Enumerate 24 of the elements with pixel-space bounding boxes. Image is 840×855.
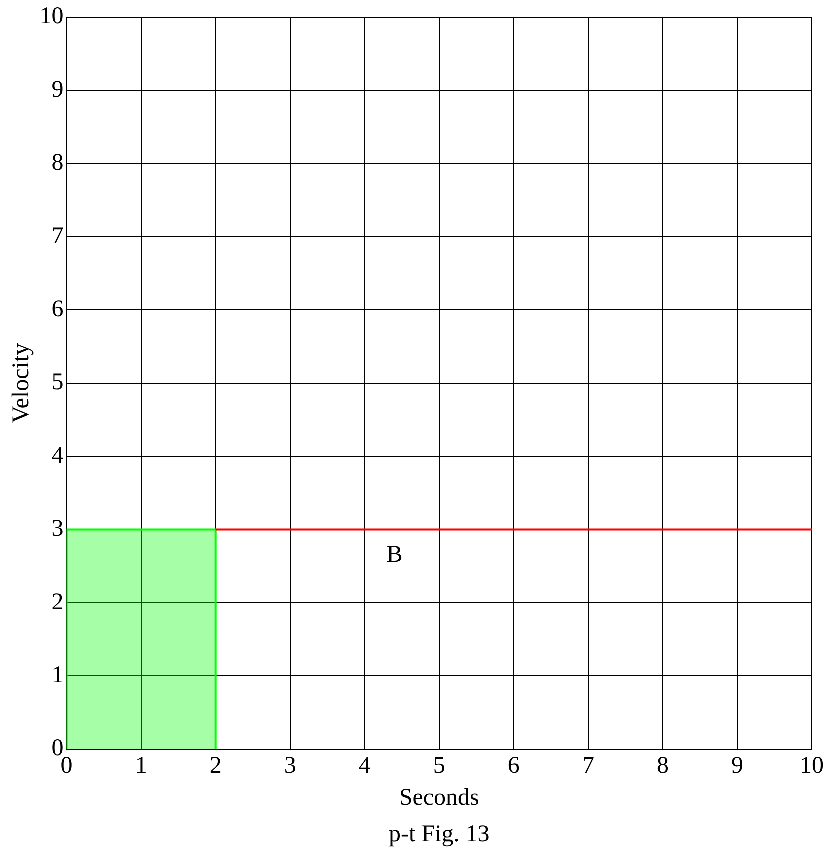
x-tick-label: 3 — [284, 753, 296, 780]
y-tick-label: 10 — [40, 4, 64, 30]
text: p-t Fig. 13 — [389, 821, 490, 848]
y-tick-label: 6 — [52, 296, 64, 322]
series-label: B — [386, 542, 403, 568]
y-tick-label: 4 — [52, 442, 64, 469]
x-tick-label: 6 — [508, 753, 520, 780]
x-tick-label: 10 — [800, 753, 824, 780]
x-tick-label: 5 — [433, 753, 446, 780]
y-axis-title: Velocity — [8, 343, 35, 424]
y-tick-label: 1 — [52, 662, 64, 688]
y-tick-label: 7 — [52, 223, 64, 250]
y-tick-label: 3 — [52, 516, 64, 542]
y-tick-label: 8 — [52, 150, 64, 176]
y-tick-label: 5 — [52, 370, 64, 396]
y-tick-label: 2 — [52, 589, 64, 616]
x-tick-label: 2 — [210, 753, 222, 780]
x-tick-label: 7 — [582, 753, 594, 780]
x-tick-label: 4 — [358, 753, 371, 780]
x-tick-label: 8 — [656, 753, 669, 780]
x-axis-title: Seconds — [399, 784, 480, 811]
y-tick-label: 9 — [52, 76, 64, 103]
x-tick-label: 1 — [135, 753, 148, 780]
x-tick-label: 9 — [731, 753, 744, 780]
